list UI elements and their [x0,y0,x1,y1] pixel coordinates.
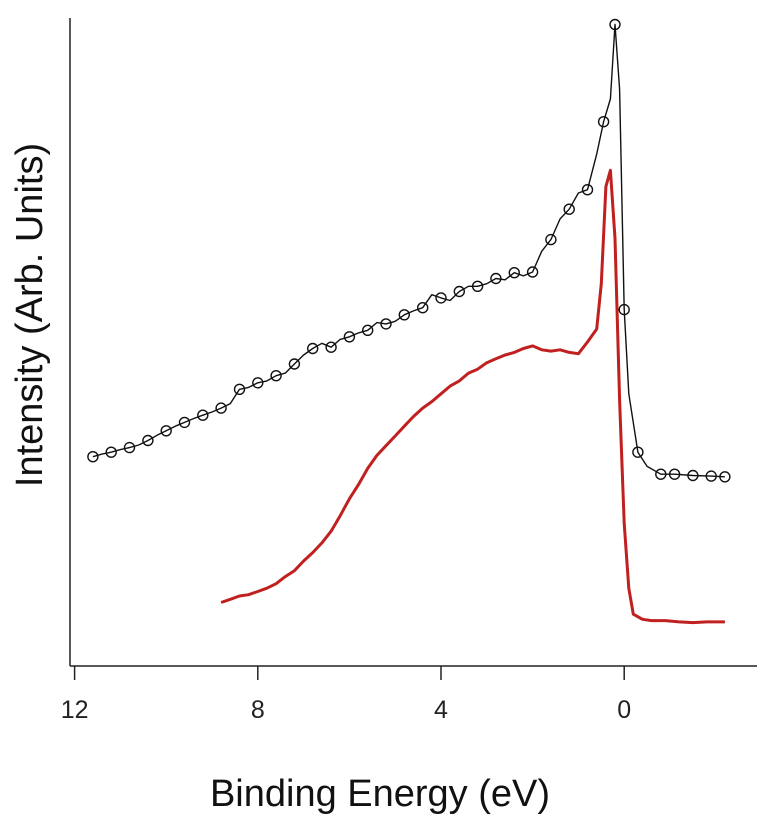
series-1-point [632,446,644,458]
series-1-line [92,23,725,478]
series-1-point [668,468,681,480]
series-1-point [687,469,699,482]
x-tick-label: 0 [617,696,631,724]
x-tick-label: 8 [251,696,265,724]
series-1-point [417,302,429,314]
series-1-point [270,370,282,382]
series-1-point [508,267,520,279]
series-1-point [581,183,594,196]
series-1-point [471,280,484,292]
series-1-point [398,309,410,321]
series-1-point [233,383,246,395]
series-1-point [380,318,392,330]
series-1-point [362,324,374,336]
series-1-point [142,434,154,447]
series-1-point [215,402,227,414]
series-1-point [343,331,356,343]
x-axis-title: Binding Energy (eV) [210,773,550,815]
series-1-point [655,468,667,480]
plot-area [87,18,731,625]
series-1-point [178,416,191,429]
y-axis-title: Intensity (Arb. Units) [9,143,51,487]
series-1-point [123,441,136,454]
series-1-point [435,292,447,304]
series-1-point [597,115,610,128]
series-1-point [526,266,539,278]
series-1-point [87,451,99,463]
series-1-point [719,471,731,483]
series-1-point [307,342,319,355]
series-1-point [197,409,209,421]
series-1-point [545,233,557,246]
series-1-point [325,341,337,353]
series-1-point [252,377,264,389]
x-tick-label: 12 [61,696,89,724]
series-1-point [705,470,717,482]
x-tick-label: 4 [434,696,448,724]
series-1-point [288,358,301,370]
series-1-point [105,446,117,458]
series-1-point [453,285,465,298]
series-2-line [220,168,725,625]
series-1-point [490,272,502,285]
series-1-point [609,18,621,31]
series-1-point [618,303,630,316]
x-axis-ticks: 12 8 4 0 [61,666,631,724]
series-1-point [563,203,575,215]
series-1-point [160,425,172,437]
